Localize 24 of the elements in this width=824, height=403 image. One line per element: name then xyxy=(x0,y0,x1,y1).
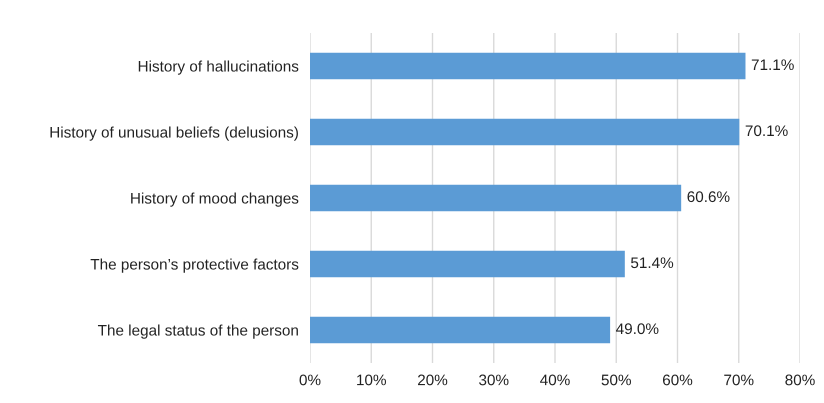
bar xyxy=(310,118,740,146)
x-tick-label: 70% xyxy=(724,374,754,386)
data-label: 60.6% xyxy=(688,191,730,202)
y-tick-label: The legal status of the person xyxy=(98,324,298,339)
x-tick-label: 40% xyxy=(540,374,570,386)
x-tick-label: 60% xyxy=(662,374,692,386)
data-label: 71.1% xyxy=(752,59,794,70)
data-label: 51.4% xyxy=(630,257,674,268)
x-tick-label: 20% xyxy=(418,374,448,386)
x-tick-label: 30% xyxy=(479,374,508,386)
y-tick-label: History of unusual beliefs (delusions) xyxy=(50,126,298,141)
bar xyxy=(310,184,682,212)
data-label: 49.0% xyxy=(616,323,658,334)
x-tick-label: 0% xyxy=(300,374,320,386)
x-tick-label: 50% xyxy=(602,374,631,386)
bar xyxy=(310,250,625,278)
y-tick-label: History of hallucinations xyxy=(138,60,298,75)
bar xyxy=(310,52,746,80)
data-label: 70.1% xyxy=(746,125,788,136)
x-tick-label: 80% xyxy=(785,374,815,386)
y-tick-label: History of mood changes xyxy=(131,192,298,207)
y-tick-label: The person’s protective factors xyxy=(90,258,298,273)
x-tick-label: 10% xyxy=(357,374,386,386)
bar xyxy=(310,316,610,344)
